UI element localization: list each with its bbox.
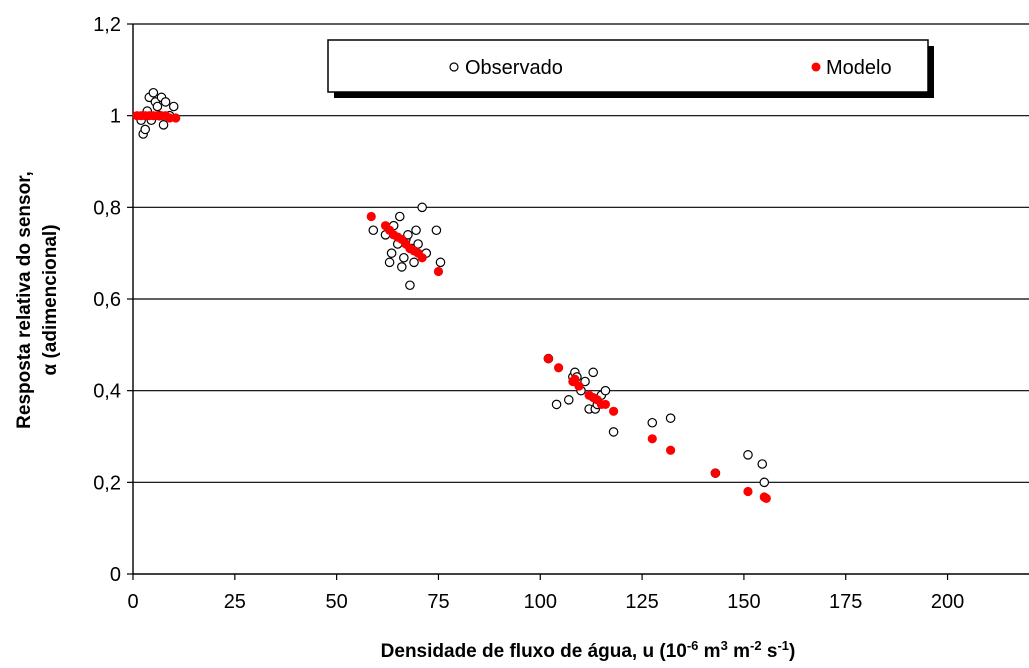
- x-tick-label: 150: [727, 591, 760, 613]
- modelo-point: [600, 399, 611, 410]
- observado-point: [394, 211, 405, 222]
- x-axis-title-unit3: s: [762, 641, 778, 662]
- y-tick-label: 0,6: [93, 289, 121, 311]
- legend-box: [327, 39, 929, 93]
- y-axis-title: Resposta relativa do sensor, α (adimenci…: [14, 171, 61, 429]
- x-axis-title-exp2: 3: [721, 638, 728, 653]
- observado-point: [399, 252, 409, 263]
- x-axis-title-unit1: m: [698, 641, 720, 662]
- modelo-point: [570, 374, 580, 384]
- observado-point: [168, 101, 179, 112]
- x-axis-title-close: ): [789, 641, 795, 662]
- modelo-point: [647, 434, 657, 444]
- observado-point: [413, 239, 423, 249]
- modelo-point: [710, 468, 721, 478]
- observado-point: [665, 413, 676, 423]
- observado-point: [160, 97, 171, 107]
- y-tick-label: 0,8: [93, 197, 121, 219]
- tick-marks: [127, 23, 949, 580]
- observado-point: [588, 367, 599, 378]
- legend: Observado Modelo: [327, 39, 934, 98]
- observado-point: [396, 262, 407, 272]
- x-tick-label: 50: [326, 591, 348, 613]
- observado-point: [148, 87, 159, 98]
- modelo-point: [417, 253, 427, 263]
- observado-point: [608, 427, 619, 437]
- modelo-point: [666, 445, 676, 455]
- modelo-point: [543, 353, 554, 364]
- x-tick-labels: 0 25 50 75 100 125 150 175 200: [127, 591, 964, 613]
- modelo-point: [743, 486, 753, 497]
- y-tick-label: 1,2: [93, 14, 121, 36]
- observado-point: [409, 257, 419, 268]
- series-observado: [136, 87, 770, 488]
- observado-point: [431, 225, 442, 236]
- observado-point: [743, 450, 753, 460]
- y-axis-title-line2: α (adimencional): [40, 224, 61, 375]
- modelo-point: [171, 113, 181, 123]
- x-tick-label: 125: [625, 591, 658, 613]
- x-tick-label: 0: [127, 591, 138, 613]
- observado-point: [384, 257, 395, 268]
- x-axis-title-exp1: -6: [687, 638, 699, 653]
- legend-observado-label: Observado: [465, 57, 563, 79]
- observado-point: [600, 385, 611, 396]
- series-modelo: [132, 111, 771, 503]
- observado-point: [140, 124, 151, 135]
- observado-point: [158, 120, 169, 130]
- legend-modelo-marker: [811, 62, 821, 72]
- observado-point: [759, 477, 770, 488]
- x-axis-title-exp4: -1: [777, 638, 789, 653]
- observado-point: [411, 225, 421, 236]
- y-tick-label: 0,2: [93, 472, 121, 494]
- y-tick-label: 0: [110, 564, 121, 586]
- x-tick-label: 200: [931, 591, 964, 613]
- y-tick-label: 1: [110, 106, 121, 128]
- modelo-point: [433, 266, 444, 277]
- legend-modelo-label: Modelo: [826, 57, 892, 79]
- observado-point: [417, 202, 427, 213]
- grid-lines: [133, 23, 1029, 483]
- modelo-point: [554, 363, 564, 373]
- x-tick-label: 100: [524, 591, 557, 613]
- modelo-point: [761, 493, 771, 503]
- observado-point: [368, 225, 379, 236]
- x-axis-title-exp3: -2: [750, 638, 762, 653]
- observado-point: [152, 101, 163, 112]
- x-tick-label: 175: [829, 591, 862, 613]
- x-axis-title-unit2: m: [728, 641, 750, 662]
- observado-point: [580, 376, 590, 387]
- y-axis-title-line1: Resposta relativa do sensor,: [14, 171, 35, 429]
- x-axis-title: Densidade de fluxo de água, u (10-6 m3 m…: [381, 638, 796, 663]
- observado-point: [647, 417, 658, 428]
- modelo-point: [366, 211, 376, 222]
- x-tick-label: 25: [224, 591, 246, 613]
- x-axis-title-main: Densidade de fluxo de água, u (10: [381, 641, 687, 662]
- y-tick-label: 0,4: [93, 381, 121, 403]
- observado-point: [403, 230, 413, 240]
- y-tick-labels: 0 0,2 0,4 0,6 0,8 1 1,2: [93, 14, 121, 586]
- observado-point: [435, 257, 446, 268]
- observado-point: [405, 280, 415, 291]
- legend-observado-marker: [449, 62, 459, 72]
- observado-point: [551, 399, 562, 410]
- x-tick-label: 75: [427, 591, 449, 613]
- modelo-point: [574, 381, 584, 391]
- observado-point: [757, 459, 768, 469]
- observado-point: [386, 248, 397, 258]
- modelo-point: [608, 406, 619, 416]
- observado-point: [563, 395, 574, 405]
